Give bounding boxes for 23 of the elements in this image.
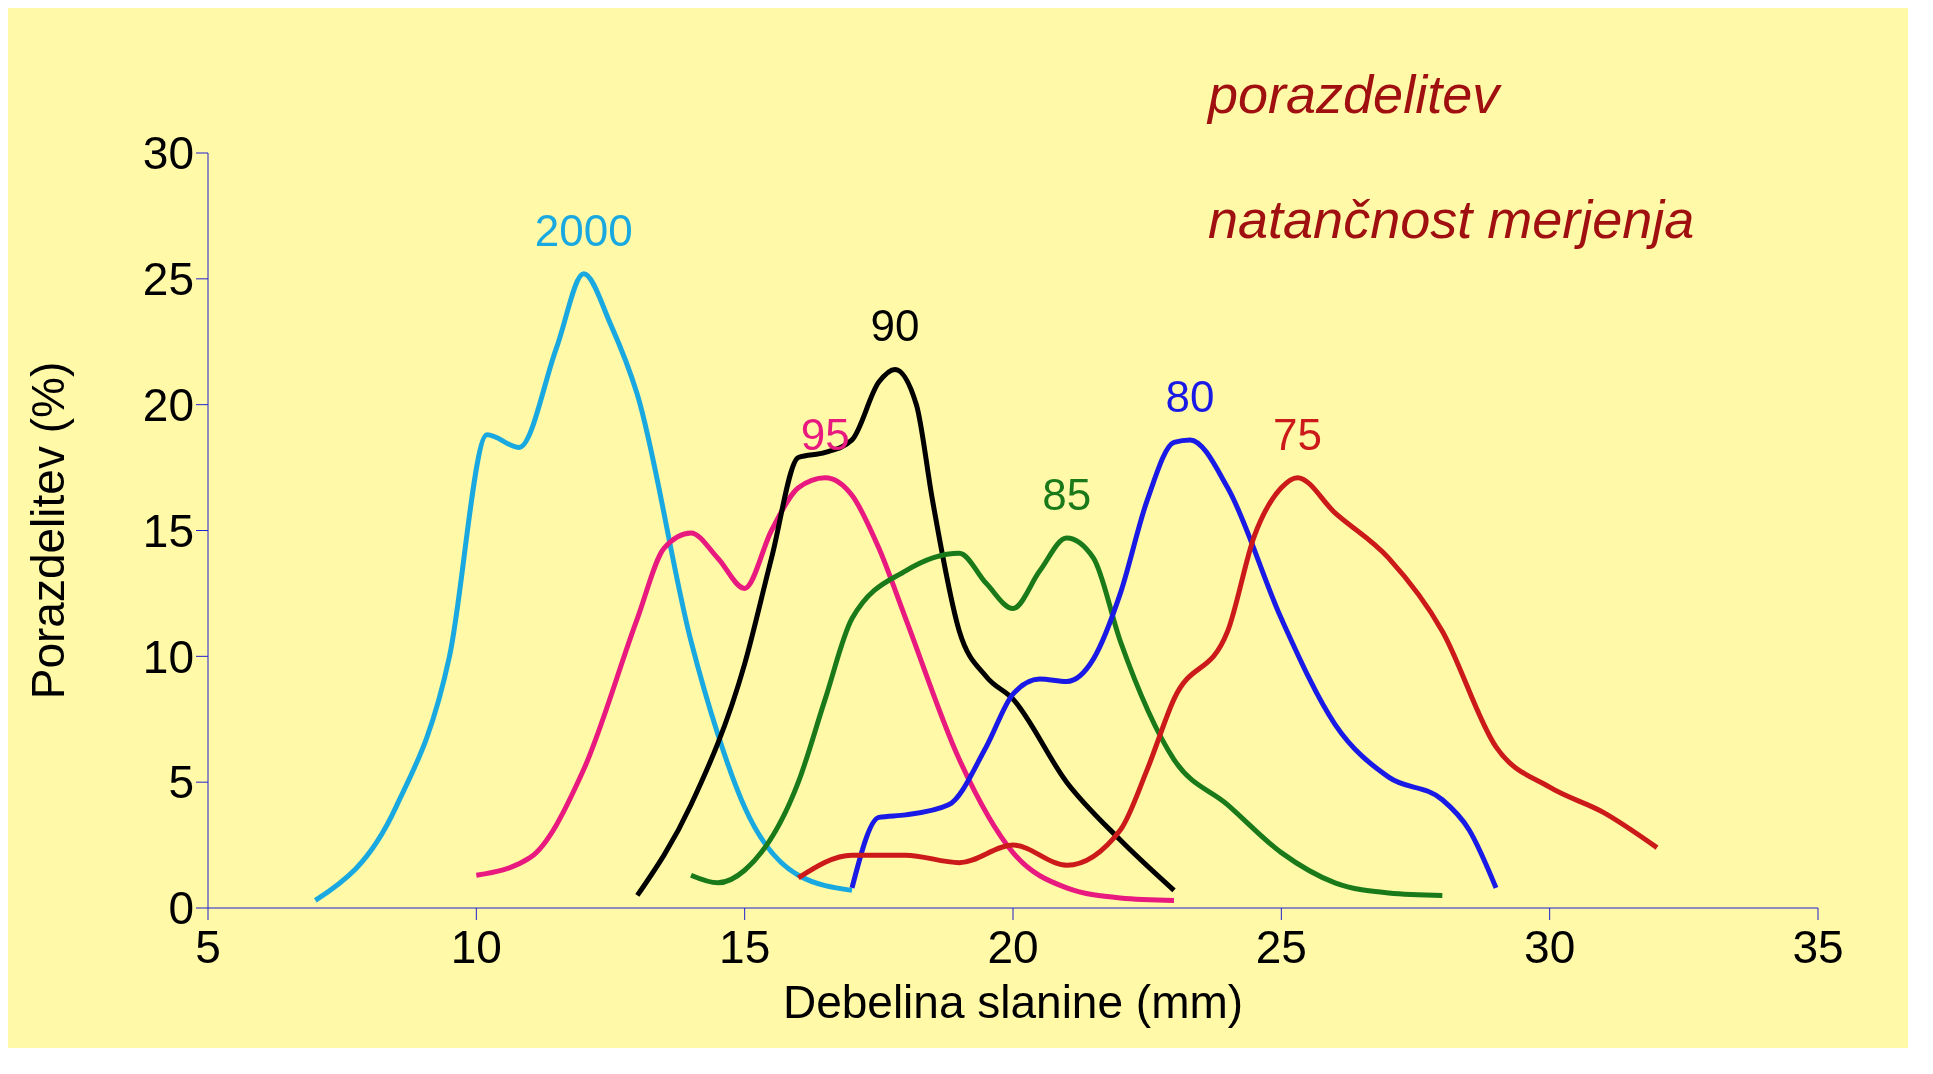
y-axis-title: Porazdelitev (%) xyxy=(22,361,75,700)
x-tick-label: 10 xyxy=(450,920,502,973)
x-axis-title: Debelina slanine (mm) xyxy=(782,976,1244,1028)
x-tick-label: 30 xyxy=(1524,920,1576,973)
x-tick-label: 35 xyxy=(1792,920,1844,973)
series-label: 2000 xyxy=(534,205,633,255)
y-tick-label: 5 xyxy=(168,756,194,809)
series-label: 90 xyxy=(870,301,920,351)
y-tick-label: 30 xyxy=(142,127,194,180)
series-label: 75 xyxy=(1272,409,1322,459)
y-tick-label: 10 xyxy=(142,630,194,683)
x-tick-label: 15 xyxy=(719,920,771,973)
y-tick-label: 0 xyxy=(168,882,194,935)
text: porazdelitev xyxy=(1208,63,1500,125)
series-label: 80 xyxy=(1165,371,1215,421)
y-tick-label: 15 xyxy=(142,504,194,557)
series-label: 85 xyxy=(1042,470,1092,520)
x-tick-label: 20 xyxy=(987,920,1039,973)
annotation: natančnost merjenja xyxy=(1208,188,1695,250)
y-tick-label: 20 xyxy=(142,379,194,431)
y-tick-label: 25 xyxy=(142,253,194,306)
x-tick-label: 25 xyxy=(1255,920,1307,973)
series-label: 95 xyxy=(800,409,850,459)
